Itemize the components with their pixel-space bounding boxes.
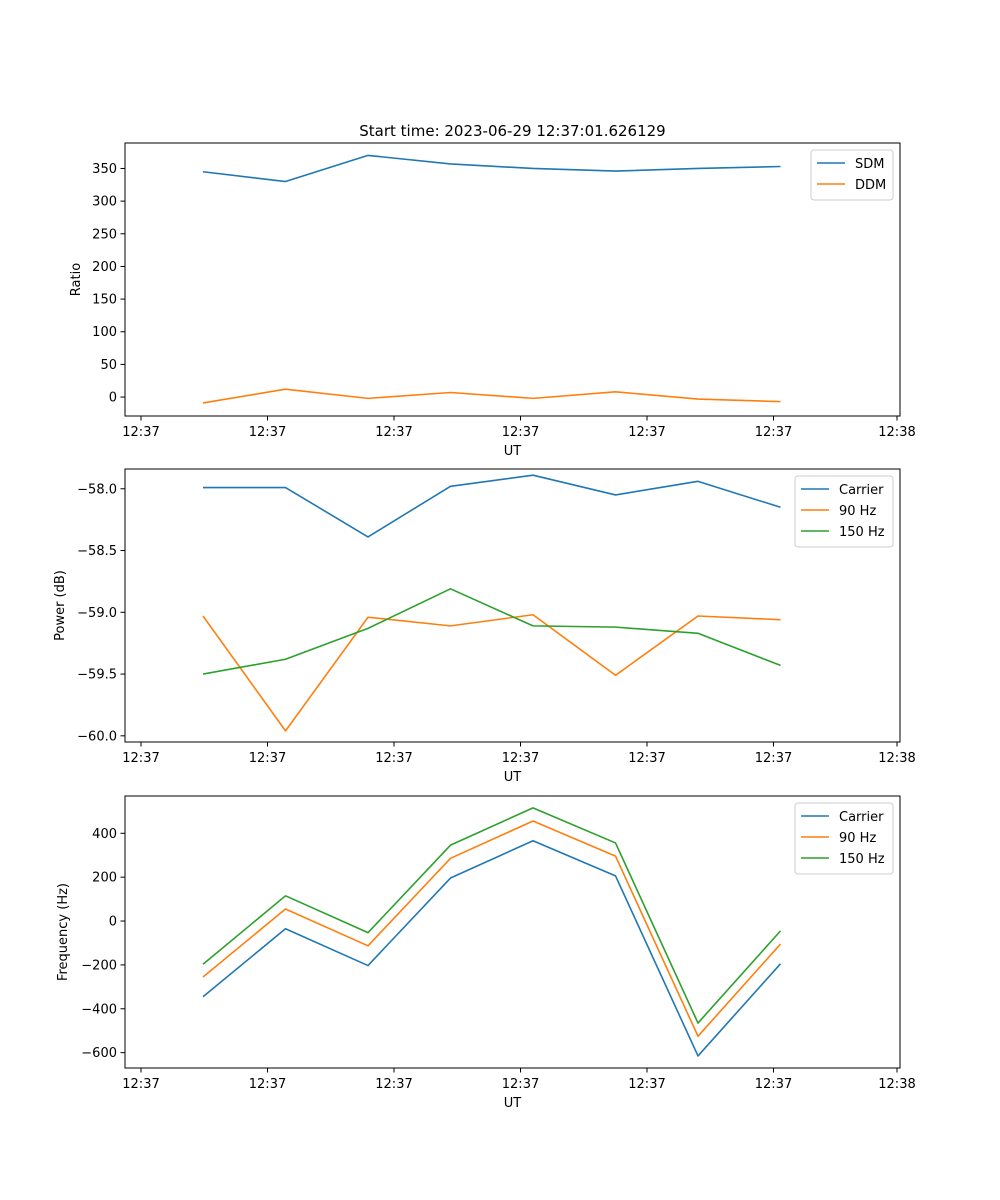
- x-tick-label: 12:37: [122, 1077, 159, 1092]
- y-tick-label: 200: [92, 260, 117, 275]
- x-tick-label: 12:37: [755, 425, 792, 440]
- y-tick-label: 250: [92, 227, 117, 242]
- series-line-150-hz: [202, 588, 781, 675]
- legend: Carrier 90 Hz 150 Hz: [794, 475, 894, 548]
- legend-label: Carrier: [839, 810, 884, 825]
- y-axis-label: Frequency (Hz): [56, 883, 71, 981]
- y-tick-label: 150: [92, 293, 117, 308]
- subplot-2: 12:37 12:37 12:37 12:37 12:37 12:37 12:38 UT −60…: [53, 468, 916, 785]
- y-tick-label: −59.0: [77, 606, 117, 621]
- y-tick-label: 50: [100, 358, 117, 373]
- subplot-1: 12:37 12:37 12:37 12:37 12:37 12:37 12:38 UT 0 50…: [69, 142, 916, 459]
- series-line-carrier: [202, 839, 782, 1057]
- x-tick-label: 12:37: [375, 751, 412, 766]
- x-axis-label: UT: [504, 1096, 522, 1111]
- plots-container: 12:37 12:37 12:37 12:37 12:37 12:37 12:38 UT 0 50…: [53, 142, 916, 1111]
- legend-box: [794, 802, 894, 875]
- y-tick-label: −58.0: [77, 482, 117, 497]
- y-tick-label: −400: [81, 1002, 117, 1017]
- series-line-sdm: [202, 154, 781, 183]
- x-tick-label: 12:37: [249, 1077, 286, 1092]
- axes-frame: [124, 468, 901, 743]
- x-axis-label: UT: [504, 770, 522, 785]
- x-tick-label: 12:37: [375, 1077, 412, 1092]
- y-tick-label: 0: [109, 915, 117, 930]
- x-tick-label: 12:37: [122, 751, 159, 766]
- x-tick-label: 12:37: [249, 425, 286, 440]
- legend-label: Carrier: [839, 483, 884, 498]
- subplot-3: 12:37 12:37 12:37 12:37 12:37 12:37 12:38 UT −60…: [56, 795, 916, 1111]
- x-tick-label: 12:37: [628, 1077, 665, 1092]
- legend: Carrier 90 Hz 150 Hz: [794, 802, 894, 875]
- axes-frame: [124, 142, 901, 417]
- series-line-ddm: [202, 388, 781, 404]
- x-tick-label: 12:37: [122, 425, 159, 440]
- y-tick-label: −59.5: [77, 668, 117, 683]
- y-tick-label: −58.5: [77, 544, 117, 559]
- x-tick-label: 12:38: [878, 751, 915, 766]
- x-tick-label: 12:38: [878, 425, 915, 440]
- legend: SDM DDM: [810, 149, 894, 201]
- y-axis-label: Power (dB): [53, 570, 68, 641]
- y-tick-label: 0: [109, 391, 117, 406]
- legend-label: 150 Hz: [839, 525, 885, 540]
- x-tick-label: 12:37: [628, 751, 665, 766]
- y-tick-label: −200: [81, 958, 117, 973]
- y-tick-label: −600: [81, 1046, 117, 1061]
- x-tick-label: 12:37: [502, 751, 539, 766]
- legend-label: 150 Hz: [839, 852, 885, 867]
- x-tick-label: 12:37: [375, 425, 412, 440]
- x-axis-label: UT: [504, 444, 522, 459]
- series-line-90-hz: [202, 820, 782, 1037]
- x-tick-label: 12:37: [249, 751, 286, 766]
- legend-box: [794, 475, 894, 548]
- y-tick-label: 350: [92, 162, 117, 177]
- series-line-carrier: [203, 474, 781, 538]
- x-tick-label: 12:37: [502, 1077, 539, 1092]
- x-tick-label: 12:38: [878, 1077, 915, 1092]
- series-line-90-hz: [202, 613, 781, 732]
- y-tick-label: 300: [92, 195, 117, 210]
- axes-frame: [124, 795, 901, 1069]
- legend-label: SDM: [855, 157, 884, 172]
- y-tick-label: −60.0: [77, 729, 117, 744]
- figure-title: Start time: 2023-06-29 12:37:01.626129: [359, 122, 665, 140]
- legend-label: 90 Hz: [839, 504, 876, 519]
- x-tick-label: 12:37: [628, 425, 665, 440]
- x-tick-label: 12:37: [755, 1077, 792, 1092]
- y-tick-label: 400: [92, 827, 117, 842]
- legend-label: 90 Hz: [839, 831, 876, 846]
- x-tick-label: 12:37: [755, 751, 792, 766]
- x-tick-label: 12:37: [502, 425, 539, 440]
- y-tick-label: 100: [92, 325, 117, 340]
- y-axis-label: Ratio: [69, 263, 84, 296]
- series-line-150-hz: [202, 807, 782, 1024]
- legend-label: DDM: [855, 178, 886, 193]
- y-tick-label: 200: [92, 871, 117, 886]
